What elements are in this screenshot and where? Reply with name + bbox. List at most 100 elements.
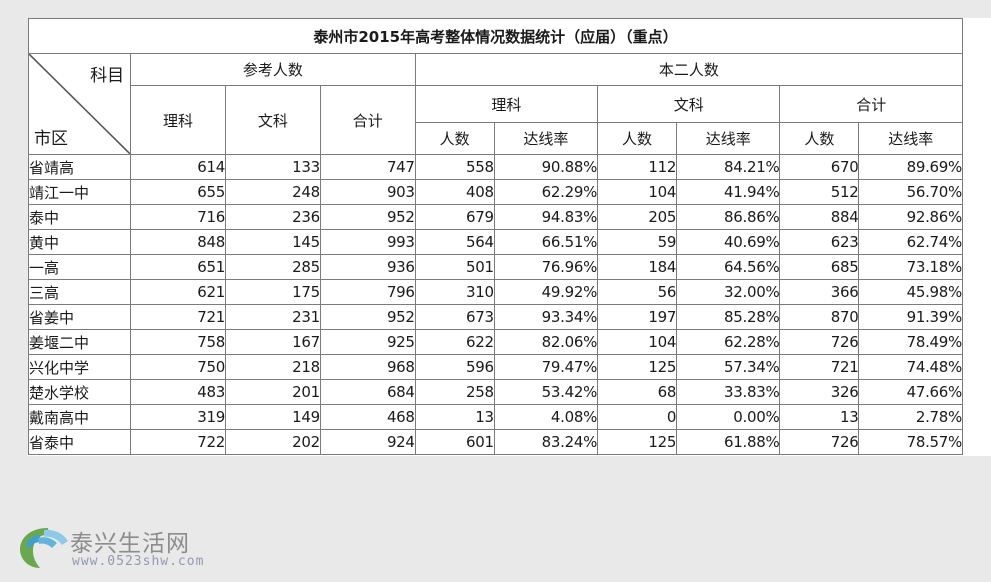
- cell-tier2-arts-rate: 84.21%: [676, 154, 781, 180]
- cell-tier2-arts-count: 197: [597, 304, 678, 330]
- cell-takers-science: 483: [130, 379, 226, 405]
- cell-takers-arts: 175: [224, 279, 321, 305]
- cell-takers-arts: 218: [224, 354, 321, 380]
- watermark-site-name: 泰兴生活网: [70, 531, 190, 557]
- table-row: 省泰中 722 202 924 601 83.24% 125 61.88% 72…: [28, 429, 963, 455]
- cell-takers-total: 747: [319, 154, 416, 180]
- cell-takers-total: 936: [319, 254, 416, 280]
- cell-tier2-science-count: 558: [414, 154, 495, 180]
- cell-tier2-science-count: 13: [414, 404, 495, 430]
- header-tier2-total-rate: 达线率: [858, 122, 963, 155]
- row-school-label: 省姜中: [28, 304, 132, 330]
- cell-tier2-arts-rate: 61.88%: [676, 429, 781, 455]
- cell-takers-total: 796: [319, 279, 416, 305]
- cell-tier2-science-rate: 66.51%: [493, 229, 599, 255]
- cell-tier2-total-rate: 56.70%: [858, 179, 963, 205]
- wifi-arc-logo-icon: [20, 528, 68, 568]
- cell-takers-science: 319: [130, 404, 226, 430]
- cell-takers-arts: 248: [224, 179, 321, 205]
- cell-tier2-total-count: 670: [779, 154, 860, 180]
- cell-takers-science: 722: [130, 429, 226, 455]
- cell-takers-science: 721: [130, 304, 226, 330]
- cell-takers-total: 952: [319, 204, 416, 230]
- table-row: 省靖高 614 133 747 558 90.88% 112 84.21% 67…: [28, 154, 963, 180]
- cell-tier2-arts-rate: 64.56%: [676, 254, 781, 280]
- cell-tier2-total-count: 13: [779, 404, 860, 430]
- table-row: 戴南高中 319 149 468 13 4.08% 0 0.00% 13 2.7…: [28, 404, 963, 430]
- watermark-url: www.0523shw.com: [72, 554, 205, 569]
- cell-takers-total: 993: [319, 229, 416, 255]
- cell-tier2-total-rate: 89.69%: [858, 154, 963, 180]
- row-school-label: 兴化中学: [28, 354, 132, 380]
- spreadsheet-area: 泰州市2015年高考整体情况数据统计（应届）（重点） 科目 市区 参考人数 本二…: [28, 18, 991, 456]
- table-row: 靖江一中 655 248 903 408 62.29% 104 41.94% 5…: [28, 179, 963, 205]
- cell-tier2-science-count: 622: [414, 329, 495, 355]
- cell-tier2-arts-count: 0: [597, 404, 678, 430]
- cell-tier2-total-count: 366: [779, 279, 860, 305]
- cell-tier2-total-count: 721: [779, 354, 860, 380]
- cell-tier2-arts-rate: 62.28%: [676, 329, 781, 355]
- cell-tier2-science-count: 679: [414, 204, 495, 230]
- cell-tier2-science-count: 408: [414, 179, 495, 205]
- row-school-label: 楚水学校: [28, 379, 132, 405]
- row-school-label: 戴南高中: [28, 404, 132, 430]
- row-school-label: 三高: [28, 279, 132, 305]
- cell-takers-total: 925: [319, 329, 416, 355]
- cell-tier2-total-count: 685: [779, 254, 860, 280]
- cell-tier2-arts-count: 59: [597, 229, 678, 255]
- header-tier2-total: 合计: [779, 85, 963, 123]
- header-tier2-science-count: 人数: [414, 122, 495, 155]
- cell-takers-science: 621: [130, 279, 226, 305]
- cell-takers-science: 651: [130, 254, 226, 280]
- cell-tier2-arts-count: 56: [597, 279, 678, 305]
- table-row: 楚水学校 483 201 684 258 53.42% 68 33.83% 32…: [28, 379, 963, 405]
- table-row: 姜堰二中 758 167 925 622 82.06% 104 62.28% 7…: [28, 329, 963, 355]
- row-school-label: 省泰中: [28, 429, 132, 455]
- cell-tier2-total-rate: 2.78%: [858, 404, 963, 430]
- cell-tier2-arts-count: 125: [597, 354, 678, 380]
- cell-tier2-total-count: 726: [779, 429, 860, 455]
- cell-tier2-science-count: 596: [414, 354, 495, 380]
- cell-tier2-arts-rate: 32.00%: [676, 279, 781, 305]
- table-row: 兴化中学 750 218 968 596 79.47% 125 57.34% 7…: [28, 354, 963, 380]
- cell-tier2-science-rate: 79.47%: [493, 354, 599, 380]
- cell-tier2-science-count: 564: [414, 229, 495, 255]
- cell-takers-arts: 167: [224, 329, 321, 355]
- cell-tier2-arts-rate: 86.86%: [676, 204, 781, 230]
- cell-tier2-total-rate: 74.48%: [858, 354, 963, 380]
- diagonal-line-icon: [29, 54, 130, 154]
- header-tier2-arts: 文科: [597, 85, 781, 123]
- row-school-label: 泰中: [28, 204, 132, 230]
- cell-tier2-arts-rate: 0.00%: [676, 404, 781, 430]
- row-school-label: 省靖高: [28, 154, 132, 180]
- cell-tier2-total-rate: 62.74%: [858, 229, 963, 255]
- cell-tier2-science-count: 310: [414, 279, 495, 305]
- table-row: 三高 621 175 796 310 49.92% 56 32.00% 366 …: [28, 279, 963, 305]
- cell-tier2-total-rate: 47.66%: [858, 379, 963, 405]
- cell-takers-arts: 202: [224, 429, 321, 455]
- cell-takers-total: 684: [319, 379, 416, 405]
- cell-takers-science: 750: [130, 354, 226, 380]
- cell-tier2-total-count: 870: [779, 304, 860, 330]
- header-tier2-science: 理科: [414, 85, 599, 123]
- cell-tier2-science-rate: 93.34%: [493, 304, 599, 330]
- row-school-label: 姜堰二中: [28, 329, 132, 355]
- title-row: 泰州市2015年高考整体情况数据统计（应届）（重点）: [28, 18, 963, 54]
- table-row: 黄中 848 145 993 564 66.51% 59 40.69% 623 …: [28, 229, 963, 255]
- cell-tier2-arts-rate: 41.94%: [676, 179, 781, 205]
- header-tier2-total-count: 人数: [779, 122, 860, 155]
- cell-tier2-total-count: 884: [779, 204, 860, 230]
- header-row-groups: 科目 市区 参考人数 本二人数: [28, 53, 964, 155]
- cell-takers-total: 468: [319, 404, 416, 430]
- cell-tier2-arts-count: 112: [597, 154, 678, 180]
- cell-tier2-science-rate: 53.42%: [493, 379, 599, 405]
- cell-tier2-science-rate: 82.06%: [493, 329, 599, 355]
- cell-tier2-science-rate: 76.96%: [493, 254, 599, 280]
- row-school-label: 一高: [28, 254, 132, 280]
- data-table: 泰州市2015年高考整体情况数据统计（应届）（重点） 科目 市区 参考人数 本二…: [28, 18, 964, 455]
- cell-tier2-total-rate: 91.39%: [858, 304, 963, 330]
- cell-tier2-arts-count: 68: [597, 379, 678, 405]
- cell-tier2-science-rate: 83.24%: [493, 429, 599, 455]
- cell-tier2-arts-rate: 40.69%: [676, 229, 781, 255]
- header-takers-arts: 文科: [224, 85, 321, 155]
